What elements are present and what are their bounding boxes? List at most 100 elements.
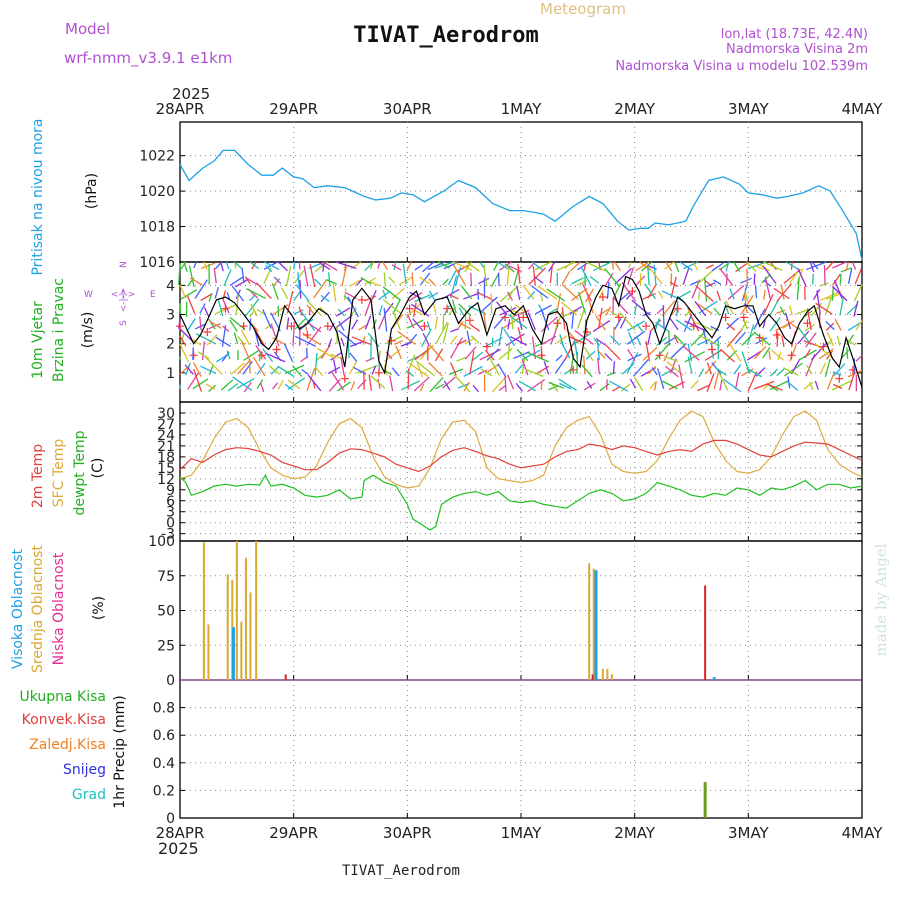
wind-arrow [743,303,755,314]
wind-arrow [178,319,181,329]
time-tick-label-top: 4MAY [842,100,884,118]
wind-arrow [783,268,801,284]
wind-arrow [262,309,272,329]
wind-arrow [382,261,389,271]
wind-arrow [426,321,431,331]
time-tick-label-bottom: 2MAY [614,824,656,842]
wind-arrow [716,290,721,301]
cloud-bar [235,541,238,680]
wind-arrow [647,266,650,285]
wind-arrow [540,316,559,333]
wind-arrow [364,315,372,330]
wind-arrow [654,343,670,361]
wind-arrow [227,383,239,392]
time-tick-label-top: 28APR [156,100,205,118]
wind-arrow [206,334,218,346]
wind-arrow [592,319,611,333]
wind-arrow [589,276,599,284]
wind-arrow [178,356,181,361]
wind-arrow [577,261,590,271]
wind-arrow [853,284,863,302]
wind-arrow [225,261,230,270]
wind-arrow [244,276,251,284]
wind-arrow [632,359,649,377]
wind-arrow [186,318,196,332]
wind-arrow [823,265,826,285]
y-tick-label: 0 [166,516,175,532]
wind-arrow [273,277,281,287]
wind-arrow [292,365,303,377]
wind-arrow [668,331,671,346]
y-tick-label: 3 [166,308,175,324]
wind-arrow [335,261,357,269]
precip-panel: 0 0.2 0.4 0.6 0.8 Ukupna Kisa Konvek.Kisa Za… [19,689,862,827]
wind-arrow [684,309,692,317]
wind-arrow [558,378,577,391]
wind-arrow [503,328,516,347]
wind-arrow [319,262,331,271]
wind-arrow [450,328,459,333]
year-top: 2025 [172,85,210,103]
wind-arrow [272,382,279,390]
wind-arrow [442,376,456,389]
compass-rose: N <-|-> S W <-|-> E [84,261,156,326]
wind-arrow [456,264,470,273]
wind-arrow [450,275,458,299]
wind-arrow [631,299,651,316]
wind-arrow [753,380,775,390]
wind-arrow [294,318,307,330]
wind-arrow [405,370,415,377]
wind-arrow [350,340,364,348]
wind-arrow [814,380,819,390]
y-tick-label: 2 [166,337,175,353]
wind-arrow [180,289,198,300]
wind-arrow [389,375,394,392]
wind-arrow [507,374,515,390]
wind-arrow [580,266,592,287]
cloud-unit: (%) [91,596,107,620]
wind-arrow [713,279,722,285]
gust-marker [772,330,781,339]
wind-arrow [559,382,572,390]
wind-arrow [593,337,601,347]
wind-arrow [208,292,213,302]
wind-label-2: Brzina i Pravac [51,278,67,382]
y-tick-label: 0.2 [153,783,175,799]
wind-arrow [711,262,724,272]
wind-arrow [429,377,444,393]
wind-arrow [382,286,401,301]
wind-arrow [664,355,679,363]
precip-legend-konvek: Konvek.Kisa [22,712,106,728]
wind-arrow [776,368,785,377]
time-tick-label-bottom: 4MAY [842,824,884,842]
wind-arrow [472,385,479,393]
y-tick-label: 12 [157,472,175,488]
cloud-bar [601,668,604,680]
gust-marker [272,345,281,354]
wind-arrow [327,272,331,287]
wind-arrow [627,349,636,361]
wind-arrow [839,273,842,285]
wind-arrow [201,341,206,361]
wind-arrow [789,271,798,284]
wind-arrow [293,269,305,284]
wind-arrow [413,376,430,392]
wind-arrow [811,261,819,270]
wind-arrow [179,303,182,314]
wind-arrow [256,379,264,390]
wind-label-1: 10m Vjetar [30,301,46,379]
wind-arrow [764,276,772,300]
wind-arrow [592,261,612,272]
wind-arrow [349,352,358,362]
y-tick-label: 4 [166,278,175,294]
compass-arrows-horizontal: <-|-> [111,290,136,300]
wind-arrow [478,277,490,285]
wind-arrow [277,365,295,378]
wind-arrow [762,346,771,359]
wind-arrow [605,379,608,390]
wind-arrow [298,306,303,316]
wind-arrow [226,350,231,360]
wind-arrow [229,319,238,332]
